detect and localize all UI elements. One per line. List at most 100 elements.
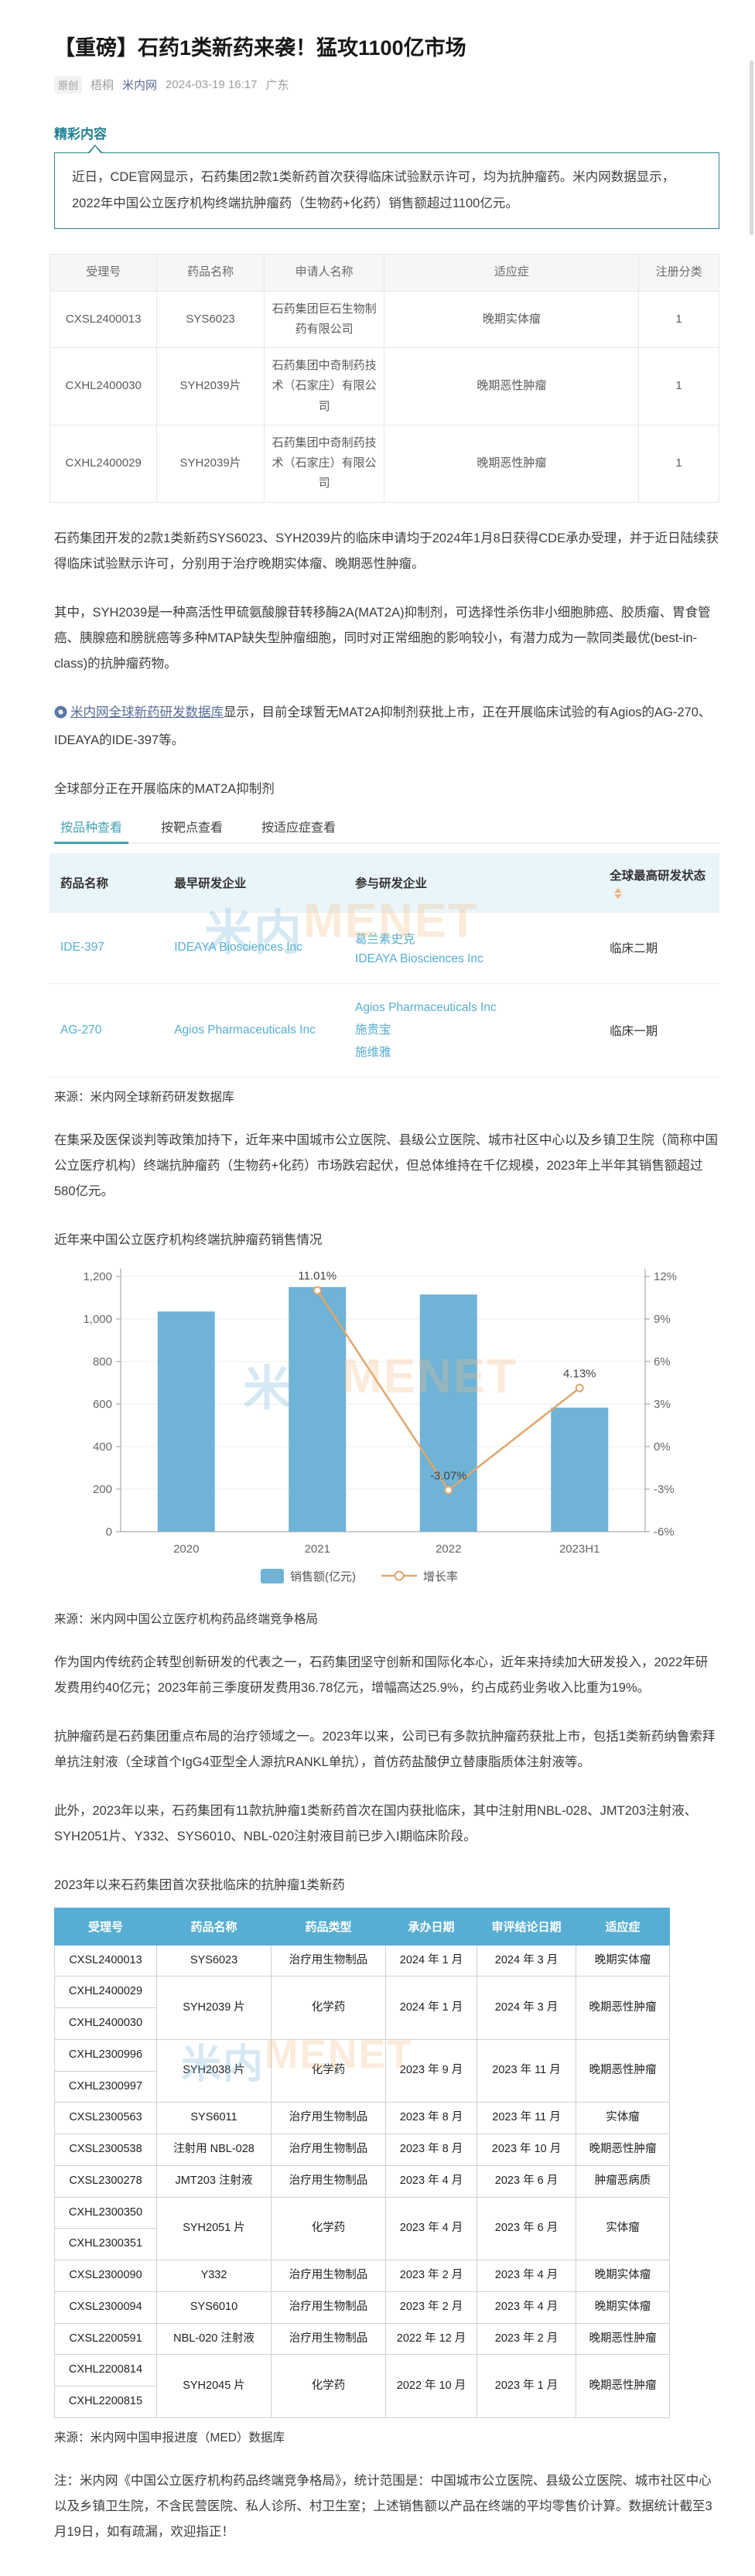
indication-cell: 晚期恶性肿瘤: [576, 2354, 670, 2418]
receipt-cell: CXSL2300563: [54, 2102, 157, 2135]
col-header: 参与研发企业: [344, 852, 600, 913]
highlight-heading: 精彩内容: [54, 126, 107, 142]
table-row: CXSL2300090 Y332 治疗用生物制品 2023 年 2 月 2023 年 4…: [54, 2260, 670, 2292]
company-link[interactable]: IDEAYA Biosciences Inc: [174, 941, 302, 955]
company-link[interactable]: 施维雅: [355, 1045, 391, 1059]
participants: Agios Pharmaceuticals Inc 施贵宝 施维雅: [344, 983, 600, 1078]
drug-type-cell: 治疗用生物制品: [271, 2260, 386, 2292]
drug-type-cell: 治疗用生物制品: [271, 2134, 386, 2166]
drug-name-cell: SYH2045 片: [156, 2354, 272, 2418]
tab-by-variety[interactable]: 按品种查看: [53, 811, 129, 844]
svg-text:2021: 2021: [305, 1543, 330, 1556]
drug-type-cell: 治疗用生物制品: [271, 2164, 386, 2198]
accepted-date-cell: 2023 年 2 月: [385, 2291, 477, 2324]
company-link[interactable]: Agios Pharmaceuticals Inc: [355, 1000, 497, 1014]
svg-text:-6%: -6%: [654, 1525, 675, 1539]
col-header: 药品类型: [271, 1907, 386, 1946]
conclusion-date-cell: 2023 年 6 月: [477, 2164, 576, 2198]
svg-text:200: 200: [93, 1483, 112, 1496]
cell: SYH2039片: [156, 424, 265, 503]
table-row: CXHL2400029 SYH2039 片化学药 2024 年 1 月 2024 年 …: [54, 1976, 670, 2040]
accepted-date-cell: 2023 年 4 月: [385, 2196, 477, 2261]
company-link[interactable]: Agios Pharmaceuticals Inc: [174, 1023, 316, 1037]
drug-name-cell: SYS6023: [156, 1944, 272, 1977]
scrollbar-thumb[interactable]: [750, 60, 753, 235]
mat2a-section-title: 全球部分正在开展临床的MAT2A抑制剂: [54, 781, 275, 796]
drug-type-cell: 治疗用生物制品: [271, 2291, 386, 2324]
table-row: CXSL2400013 SYS6023 治疗用生物制品 2024 年 1 月 2024 …: [54, 1944, 670, 1977]
paragraph: 此外，2023年以来，石药集团有11款抗肿瘤1类新药首次在国内获批临床，其中注射…: [54, 1803, 698, 1843]
svg-text:2020: 2020: [173, 1543, 199, 1556]
account-link[interactable]: 米内网: [122, 78, 158, 92]
mat2a-table: 药品名称 最早研发企业 参与研发企业 全球最高研发状态 IDE-397 IDEA…: [50, 852, 719, 1078]
svg-text:3%: 3%: [654, 1398, 671, 1411]
table-row: CXSL2300278 JMT203 注射液 治疗用生物制品 2023 年 4 月 20…: [54, 2164, 670, 2198]
page-title: 【重磅】石药1类新药来袭！猛攻1100亿市场: [54, 36, 466, 60]
drug-name-cell: 注射用 NBL-028: [156, 2134, 272, 2166]
company-link[interactable]: 施贵宝: [355, 1023, 391, 1037]
svg-text:1,200: 1,200: [83, 1270, 112, 1283]
cell: 1: [638, 424, 719, 503]
table-row: CXSL2300563 SYS6011 治疗用生物制品 2023 年 8 月 2023 …: [54, 2102, 670, 2135]
company-link[interactable]: IDEAYA Biosciences Inc: [355, 951, 483, 965]
table-row: CXSL2400013 SYS6023 石药集团巨石生物制药有限公司 晚期实体瘤…: [49, 290, 719, 349]
cell: 晚期实体瘤: [384, 290, 640, 349]
receipt-cell: CXSL2300278: [54, 2164, 157, 2198]
receipt-cell: CXSL2300094: [54, 2291, 157, 2324]
menet-database-link[interactable]: 米内网全球新药研发数据库: [70, 705, 224, 719]
col-header: 药品名称: [156, 1907, 272, 1946]
conclusion-date-cell: 2023 年 10 月: [477, 2134, 576, 2166]
accepted-date-cell: 2023 年 8 月: [385, 2102, 477, 2135]
indication-cell: 实体瘤: [576, 2196, 670, 2261]
svg-text:9%: 9%: [654, 1313, 671, 1326]
drug-link[interactable]: AG-270: [60, 1023, 102, 1037]
accepted-date-cell: 2024 年 1 月: [385, 1976, 477, 2040]
cell: 晚期恶性肿瘤: [384, 424, 640, 503]
table-header-row: 受理号 药品名称 申请人名称 适应症 注册分类: [49, 254, 719, 292]
chart-title: 近年来中国公立医疗机构终端抗肿瘤药销售情况: [54, 1232, 323, 1247]
svg-text:6%: 6%: [654, 1355, 671, 1368]
highlight-box: 近日，CDE官网显示，石药集团2款1类新药首次获得临床试验默示许可，均为抗肿瘤药…: [54, 144, 719, 230]
svg-text:2023H1: 2023H1: [559, 1543, 600, 1556]
receipt-cell: CXHL2300350: [54, 2196, 157, 2229]
svg-text:增长率: 增长率: [423, 1570, 458, 1584]
drug-name-cell: Y332: [156, 2260, 272, 2292]
table-row: CXSL2200591 NBL-020 注射液 治疗用生物制品 2022 年 12 月…: [54, 2322, 670, 2356]
receipt-cell: CXSL2300538: [54, 2134, 157, 2166]
accepted-date-cell: 2024 年 1 月: [385, 1944, 477, 1977]
indication-cell: 肿瘤恶病质: [576, 2164, 670, 2198]
sort-icon[interactable]: [614, 887, 623, 899]
svg-text:2022: 2022: [436, 1543, 461, 1556]
table-row: CXHL2300350 SYH2051 片化学药 2023 年 4 月 2023 年 …: [54, 2196, 670, 2261]
clinical-approvals-table: 受理号 药品名称 药品类型 承办日期 审评结论日期 适应症 CXSL240001…: [54, 1907, 670, 2418]
svg-text:1,000: 1,000: [83, 1313, 112, 1326]
conclusion-date-cell: 2024 年 3 月: [477, 1944, 576, 1977]
col-header: 最早研发企业: [163, 852, 345, 913]
accepted-date-cell: 2023 年 9 月: [385, 2038, 477, 2103]
publish-location: 广东: [265, 78, 289, 92]
accepted-date-cell: 2022 年 12 月: [385, 2322, 477, 2356]
sales-chart: 米内 MENET 0 -6% 200 -3% 400 0% 600 3% 800 6% 1,000 9%…: [50, 1258, 719, 1600]
conclusion-date-cell: 2023 年 2 月: [477, 2322, 576, 2356]
col-header: 药品名称: [50, 852, 164, 913]
table-header-row: 药品名称 最早研发企业 参与研发企业 全球最高研发状态: [50, 852, 719, 913]
receipt-cell: CXSL2200591: [54, 2322, 157, 2356]
receipt-cell: CXHL2400029: [54, 1976, 157, 2009]
tab-by-indication[interactable]: 按适应症查看: [261, 821, 337, 835]
paragraph: 石药集团开发的2款1类新药SYS6023、SYH2039片的临床申请均于2024…: [54, 531, 719, 571]
svg-text:-3.07%: -3.07%: [430, 1469, 467, 1482]
col-header: 承办日期: [385, 1907, 477, 1946]
accepted-date-cell: 2023 年 8 月: [385, 2134, 477, 2166]
drug-type-cell: 化学药: [271, 2038, 386, 2103]
indication-cell: 晚期恶性肿瘤: [576, 2322, 670, 2356]
svg-text:400: 400: [93, 1440, 112, 1454]
article: 【重磅】石药1类新药来袭！猛攻1100亿市场 原创 梧桐 米内网 2024-03…: [49, 34, 719, 2576]
table-row: CXHL2300997: [54, 2070, 670, 2103]
company-link[interactable]: 葛兰素史克: [355, 932, 415, 946]
table-row: CXHL2400029 SYH2039片 石药集团中奇制药技术（石家庄）有限公司…: [49, 424, 719, 503]
mat2a-tabs: 按品种查看 按靶点查看 按适应症查看: [53, 811, 719, 844]
indication-cell: 晚期实体瘤: [576, 1944, 670, 1977]
tab-by-target[interactable]: 按靶点查看: [161, 821, 224, 835]
drug-link[interactable]: IDE-397: [60, 941, 104, 955]
cell: SYS6023: [156, 290, 265, 349]
